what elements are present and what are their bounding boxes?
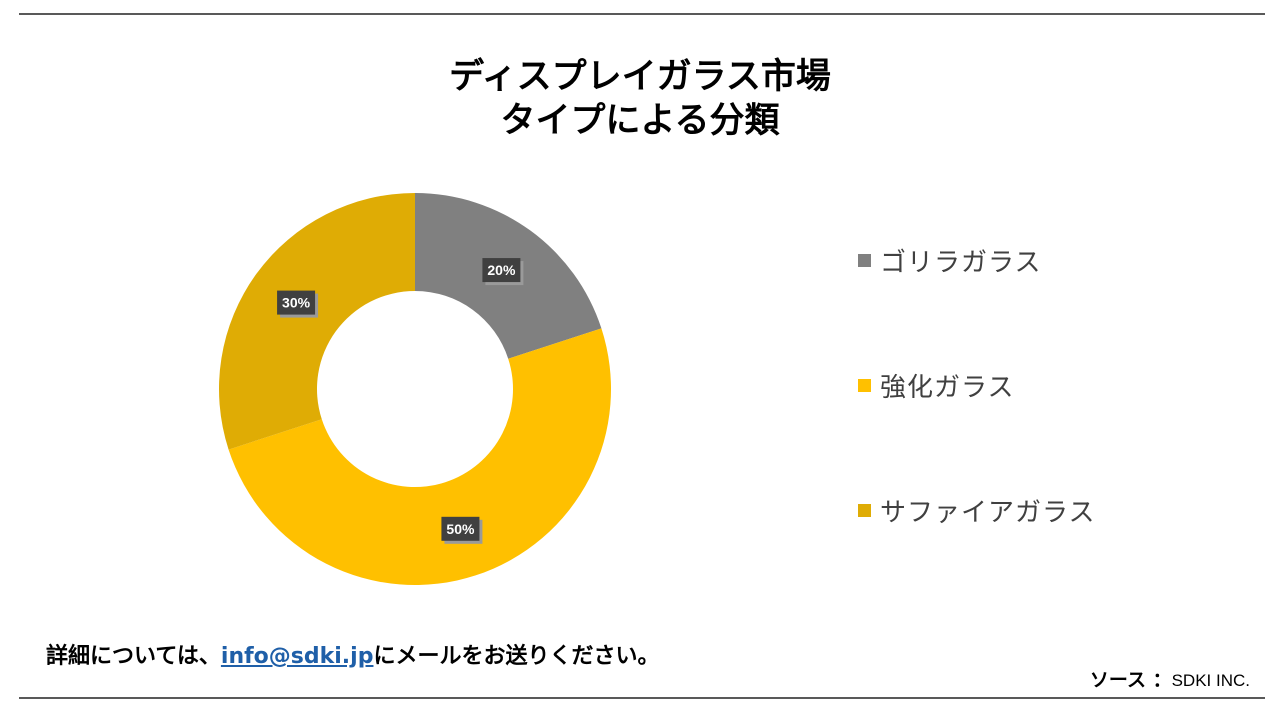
donut-slice-sapphire-glass <box>218 193 415 450</box>
data-label-box <box>482 258 521 283</box>
data-label-box <box>441 516 480 541</box>
legend-label-sapphire-glass: サファイアガラス <box>880 497 1096 528</box>
contact-prefix: 詳細については、 <box>46 644 221 669</box>
legend-item-tempered-glass: 強化ガラス <box>858 365 1258 405</box>
top-divider <box>19 13 1265 15</box>
legend-label-gorilla-glass: ゴリラガラス <box>880 247 1042 278</box>
legend-item-sapphire-glass: サファイアガラス <box>858 490 1258 530</box>
legend-item-gorilla-glass: ゴリラガラス <box>858 240 1258 280</box>
data-label-text: 50% <box>446 521 475 537</box>
legend-swatch-sapphire-glass <box>858 503 871 517</box>
data-label-text: 30% <box>282 295 311 311</box>
source-label: ソース ： <box>1089 669 1172 691</box>
contact-note: 詳細については、info@sdki.jpにメールをお送りください。 <box>46 638 659 670</box>
data-label-text: 20% <box>487 262 516 278</box>
legend: ゴリラガラス 強化ガラス サファイアガラス <box>858 240 1258 615</box>
donut-slices <box>218 193 611 585</box>
legend-swatch-tempered-glass <box>858 378 871 392</box>
data-label-gorilla-glass: 20% <box>482 258 524 286</box>
legend-swatch-gorilla-glass <box>858 253 871 267</box>
chart-title-line-1: ディスプレイガラス市場 <box>449 57 831 97</box>
chart-title: ディスプレイガラス市場 タイプによる分類 <box>0 55 1280 143</box>
source-value: SDKI INC. <box>1171 671 1250 690</box>
chart-title-line-2: タイプによる分類 <box>500 101 780 141</box>
donut-slice-tempered-glass <box>228 328 611 585</box>
data-label-tempered-glass: 50% <box>441 516 483 544</box>
contact-email-link[interactable]: info@sdki.jp <box>220 644 374 669</box>
data-label-sapphire-glass: 30% <box>277 290 319 318</box>
contact-suffix: にメールをお送りください。 <box>373 644 660 669</box>
source-note: ソース ：SDKI INC. <box>1090 665 1250 692</box>
donut-data-labels: 20% 50% 30% <box>277 258 524 544</box>
donut-chart: 20% 50% 30% <box>218 193 611 585</box>
legend-label-tempered-glass: 強化ガラス <box>880 372 1015 403</box>
data-label-box <box>277 290 316 315</box>
bottom-divider <box>19 697 1265 699</box>
